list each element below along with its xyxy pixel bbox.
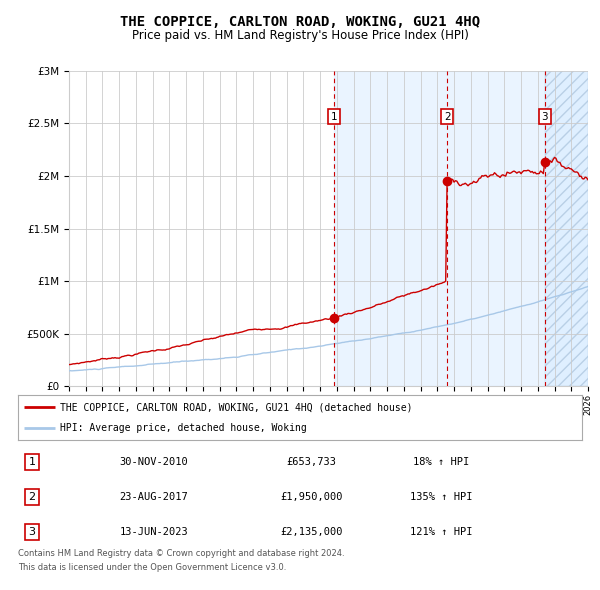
- Text: 1: 1: [29, 457, 35, 467]
- Text: £653,733: £653,733: [286, 457, 336, 467]
- Text: 121% ↑ HPI: 121% ↑ HPI: [410, 527, 472, 537]
- Text: Price paid vs. HM Land Registry's House Price Index (HPI): Price paid vs. HM Land Registry's House …: [131, 30, 469, 42]
- Text: 2: 2: [444, 112, 451, 122]
- Text: 23-AUG-2017: 23-AUG-2017: [119, 492, 188, 502]
- Bar: [545, 71, 588, 386]
- Text: THE COPPICE, CARLTON ROAD, WOKING, GU21 4HQ: THE COPPICE, CARLTON ROAD, WOKING, GU21 …: [120, 15, 480, 29]
- Text: 1: 1: [331, 112, 337, 122]
- Text: 135% ↑ HPI: 135% ↑ HPI: [410, 492, 472, 502]
- Text: Contains HM Land Registry data © Crown copyright and database right 2024.: Contains HM Land Registry data © Crown c…: [18, 549, 344, 558]
- Text: £2,135,000: £2,135,000: [280, 527, 343, 537]
- Bar: [334, 71, 588, 386]
- Text: THE COPPICE, CARLTON ROAD, WOKING, GU21 4HQ (detached house): THE COPPICE, CARLTON ROAD, WOKING, GU21 …: [60, 402, 413, 412]
- Text: 3: 3: [29, 527, 35, 537]
- Text: 30-NOV-2010: 30-NOV-2010: [119, 457, 188, 467]
- Text: 3: 3: [541, 112, 548, 122]
- Text: 2: 2: [29, 492, 35, 502]
- Text: £1,950,000: £1,950,000: [280, 492, 343, 502]
- Text: HPI: Average price, detached house, Woking: HPI: Average price, detached house, Woki…: [60, 422, 307, 432]
- Text: 13-JUN-2023: 13-JUN-2023: [119, 527, 188, 537]
- Text: 18% ↑ HPI: 18% ↑ HPI: [413, 457, 469, 467]
- Text: This data is licensed under the Open Government Licence v3.0.: This data is licensed under the Open Gov…: [18, 563, 286, 572]
